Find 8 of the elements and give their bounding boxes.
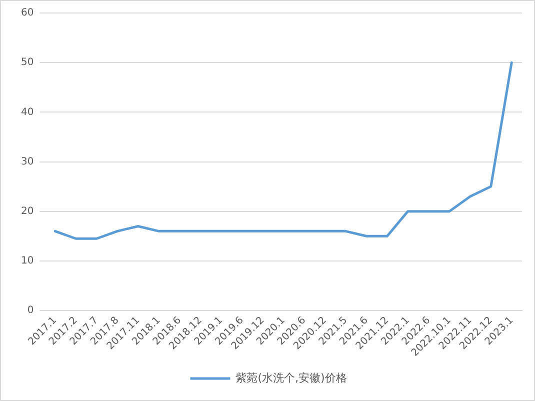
y-tick-label: 20 [20,206,34,217]
y-tick-label: 50 [20,57,34,68]
y-tick-label: 0 [27,305,34,316]
y-tick-label: 30 [20,156,34,168]
y-tick-label: 60 [20,8,34,19]
legend-label: 紫菀(水洗个,安徽)价格 [236,371,347,384]
y-tick-label: 10 [20,256,34,267]
y-tick-label: 40 [20,106,34,118]
